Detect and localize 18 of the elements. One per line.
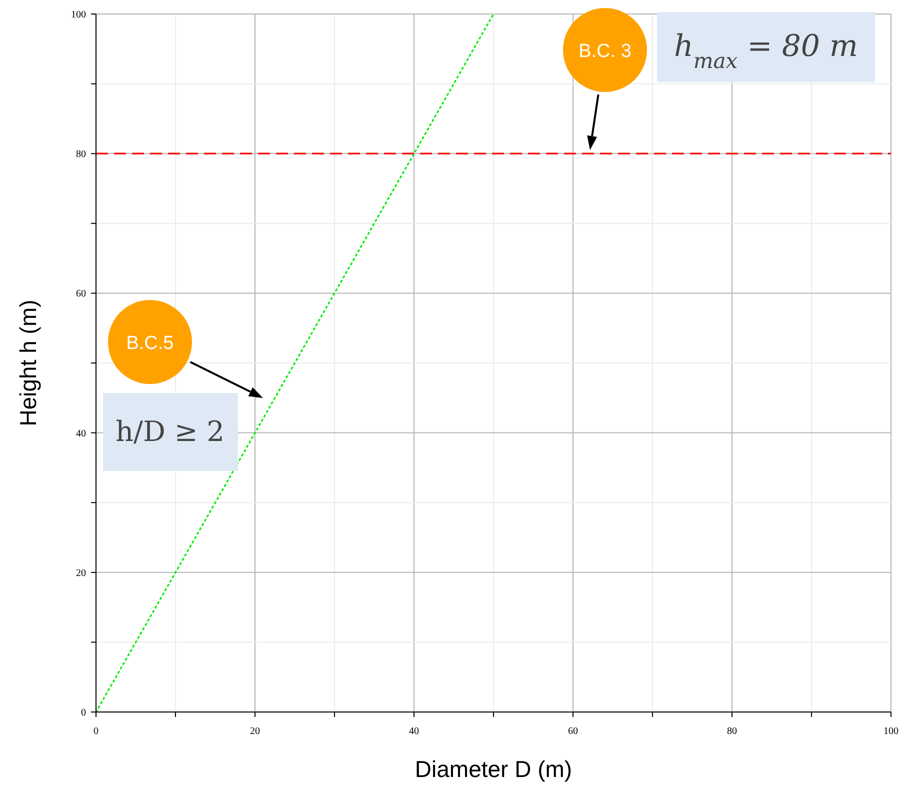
y-tick-label: 40 bbox=[76, 428, 86, 440]
x-tick-label: 40 bbox=[409, 726, 419, 737]
x-tick-label: 60 bbox=[568, 726, 578, 737]
x-tick-label: 100 bbox=[884, 726, 898, 737]
x-axis-title: Diameter D (m) bbox=[414, 756, 572, 782]
x-tick-label: 20 bbox=[250, 726, 260, 737]
y-tick-label: 0 bbox=[81, 708, 86, 718]
ref-line-label: h$_{max}$ = 80 m bbox=[674, 29, 858, 73]
x-tick-label: 0 bbox=[94, 726, 98, 737]
annotation: h/D ≥ 2 bbox=[116, 415, 224, 448]
y-tick-label: 100 bbox=[71, 10, 86, 20]
annotation: B.C.5 bbox=[126, 333, 174, 354]
y-tick-label: 80 bbox=[76, 149, 86, 160]
annotation: B.C. 3 bbox=[578, 41, 632, 62]
y-axis-title: Height h (m) bbox=[15, 300, 41, 426]
y-tick-label: 20 bbox=[76, 568, 86, 579]
y-tick-label: 60 bbox=[76, 288, 86, 300]
x-tick-label: 80 bbox=[727, 726, 737, 737]
